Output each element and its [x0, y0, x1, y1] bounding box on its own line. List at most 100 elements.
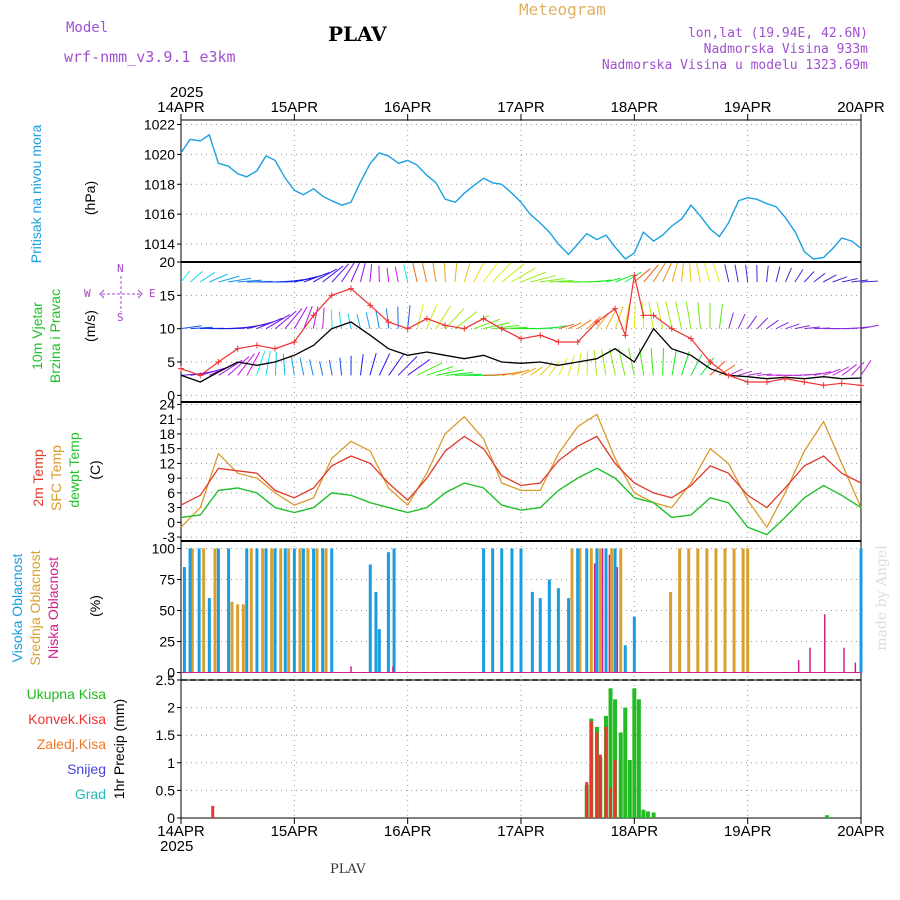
wind-gust-marker — [348, 285, 354, 292]
wind-arrow — [386, 267, 390, 283]
wind-arrow — [766, 319, 779, 330]
wind-arrow — [385, 308, 390, 329]
cloud-low-bar — [392, 666, 394, 673]
wind-arrow — [421, 262, 428, 283]
cloud-high-bar — [500, 548, 504, 673]
x-tick-label-top: 18APR — [611, 99, 659, 116]
cloud-low-bar — [823, 614, 826, 673]
cloud-mid-bar — [619, 548, 623, 673]
wind-arrow — [539, 277, 565, 283]
x-tick-label-top: 17APR — [497, 99, 545, 116]
cloud-mid-bar — [578, 548, 582, 673]
wind-arrow — [593, 350, 598, 376]
y-tick-label: 2 — [167, 700, 175, 716]
wind-arrow — [520, 271, 547, 283]
precip-total-bar — [608, 688, 613, 818]
precip-total-bar — [641, 809, 646, 818]
cloud-high-bar — [188, 548, 192, 673]
y-tick-label: 15 — [159, 441, 175, 457]
wind-arrow — [671, 349, 677, 376]
precip-conv-bar — [613, 760, 617, 818]
y-tick-label: 12 — [159, 455, 175, 471]
wind-gust-marker — [461, 325, 468, 332]
wind-arrow — [502, 326, 528, 330]
cloud-mid-bar — [213, 548, 217, 673]
cloud-low-bar — [854, 662, 857, 673]
wind-arrow — [775, 321, 789, 330]
wind-arrow — [851, 361, 865, 376]
wind-arrow — [627, 347, 635, 376]
wind-arrow — [356, 314, 361, 329]
precip-conv-bar — [609, 787, 613, 818]
wind-arrow — [794, 269, 804, 283]
wind-arrow — [650, 347, 654, 376]
precip-total-bar — [618, 732, 623, 818]
wind-gust-marker — [328, 292, 335, 299]
wind-gust-marker — [782, 375, 789, 382]
wind-arrow — [605, 277, 621, 283]
cloud-high-bar — [530, 591, 534, 673]
wind-arrow — [548, 360, 560, 376]
wind-arrow — [218, 275, 240, 283]
precip-total-bar — [825, 815, 829, 818]
cloud-high-bar — [182, 567, 186, 673]
y-tick-label: 0 — [167, 387, 175, 403]
compass-n: N — [117, 262, 124, 275]
wind-arrow — [303, 271, 330, 283]
wind-gust-line — [180, 275, 862, 386]
cloud-low-bar — [616, 567, 619, 673]
precip-legend-total: Ukupna Kisa — [26, 686, 106, 702]
x-tick-label-top: 19APR — [724, 99, 772, 116]
precip-legend-snow: Snijeg — [67, 761, 106, 777]
y-tick-label: 1020 — [144, 146, 175, 162]
cloud-high-bar — [386, 552, 390, 673]
wind-arrow — [341, 262, 355, 283]
wind-arrow — [378, 353, 391, 376]
cloud-high-bar — [547, 579, 551, 673]
y-tick-label: 1018 — [144, 176, 175, 192]
cloud-mid-bar — [261, 548, 265, 673]
wind-gust-marker — [442, 322, 449, 329]
y-tick-label: 0 — [167, 665, 175, 681]
pressure-panel: 1014 1016 1018 1020 1022 — [144, 116, 862, 263]
wind-arrow — [681, 262, 684, 283]
wind-arrow — [282, 353, 286, 376]
wind-arrow — [199, 272, 216, 283]
wind-arrow — [322, 307, 325, 329]
wind-arrow — [747, 315, 758, 329]
wind-arrow — [473, 318, 501, 330]
precip-panel: 0 0.5 1 1.5 2 2.5 — [156, 672, 862, 826]
wind-arrow — [435, 369, 464, 376]
wind-arrow — [312, 268, 337, 283]
wind-arrow — [369, 263, 373, 283]
wind-arrow — [728, 312, 734, 329]
wind-arrow — [388, 354, 404, 376]
wind-gust-marker — [838, 380, 845, 387]
wind-gust-marker — [631, 272, 638, 279]
wind-arrow — [558, 357, 568, 376]
wind-arrow — [813, 371, 832, 376]
cloud-mid-bar — [202, 548, 206, 673]
wind-arrow — [416, 304, 424, 329]
wind-arrow — [712, 262, 720, 283]
cloud-high-bar — [321, 548, 325, 673]
wind-arrow — [718, 304, 724, 329]
wind-arrow — [347, 313, 352, 329]
cloud-mid-bar — [696, 548, 700, 673]
cloud-mid-bar — [249, 548, 253, 673]
wind-arrow — [228, 277, 252, 283]
wind-arrow — [656, 301, 664, 329]
wind-arrow — [690, 353, 703, 376]
wind-arrow — [412, 262, 418, 283]
y-tick-label: 10 — [159, 321, 175, 337]
wind-arrow — [785, 323, 800, 330]
wind-gust-marker — [178, 365, 184, 372]
wind-arrow — [359, 354, 364, 376]
lonlat-label: lon,lat (19.94E, 42.6N) — [687, 26, 868, 41]
wind-arrow — [539, 364, 552, 376]
wind-arrow — [775, 266, 781, 283]
wind-arrow — [609, 348, 616, 376]
cloud-high-bar — [197, 548, 201, 673]
cloud-mid-bar — [270, 548, 274, 673]
